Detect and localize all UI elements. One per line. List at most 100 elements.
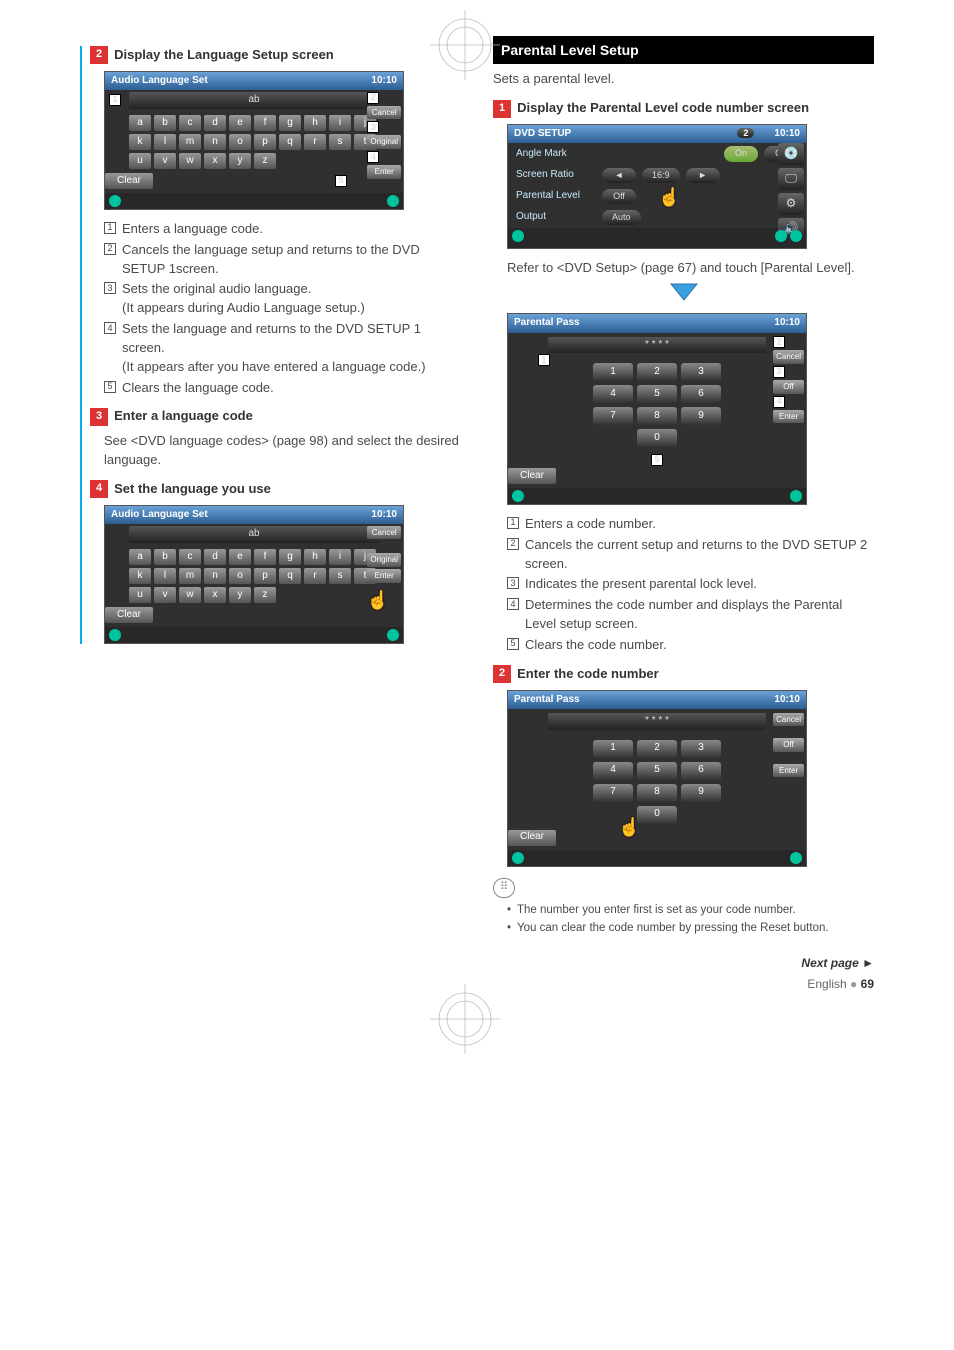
key-c[interactable]: c [179, 549, 201, 565]
side-icon-disc[interactable]: 💿 [778, 143, 804, 165]
clear-key[interactable]: Clear [105, 173, 153, 189]
keypad-8[interactable]: 8 [637, 407, 677, 425]
original-button[interactable]: Original [367, 135, 401, 149]
pass-enter-button-2[interactable]: Enter [773, 764, 804, 778]
key-q[interactable]: q [279, 568, 301, 584]
key-g[interactable]: g [279, 549, 301, 565]
cancel-button[interactable]: Cancel [367, 106, 401, 120]
pass-enter-button[interactable]: Enter [773, 410, 804, 424]
key-a[interactable]: a [129, 549, 151, 565]
key-r[interactable]: r [304, 134, 326, 150]
key-b[interactable]: b [154, 115, 176, 131]
keypad-6[interactable]: 6 [681, 385, 721, 403]
callout-list-2: 1Enters a code number. 2Cancels the curr… [493, 515, 874, 655]
key-g[interactable]: g [279, 115, 301, 131]
enter-button[interactable]: Enter [367, 165, 401, 179]
key-x[interactable]: x [204, 587, 226, 603]
cancel-button-2[interactable]: Cancel [367, 526, 401, 540]
pass-cancel-button[interactable]: Cancel [773, 350, 804, 364]
key-i[interactable]: i [329, 549, 351, 565]
keypad-1[interactable]: 1 [593, 363, 633, 381]
key-e[interactable]: e [229, 549, 251, 565]
note-1: The number you enter first is set as you… [507, 902, 874, 919]
keypad-8[interactable]: 8 [637, 784, 677, 802]
keypad-5[interactable]: 5 [637, 762, 677, 780]
clear-key-2[interactable]: Clear [105, 607, 153, 623]
key-z[interactable]: z [254, 153, 276, 169]
pass-clear-button-2[interactable]: Clear [508, 830, 556, 846]
key-d[interactable]: d [204, 549, 226, 565]
key-u[interactable]: u [129, 587, 151, 603]
enter-button-2[interactable]: Enter [367, 569, 401, 583]
key-o[interactable]: o [229, 134, 251, 150]
key-w[interactable]: w [179, 153, 201, 169]
list1-item4a: Sets the language and returns to the DVD… [122, 321, 421, 355]
keypad-3[interactable]: 3 [681, 363, 721, 381]
angle-on[interactable]: On [724, 146, 758, 161]
callout-1-marker: 1 [109, 94, 121, 106]
keypad-0[interactable]: 0 [637, 806, 677, 824]
key-l[interactable]: l [154, 568, 176, 584]
key-f[interactable]: f [254, 115, 276, 131]
keypad-4[interactable]: 4 [593, 385, 633, 403]
key-i[interactable]: i [329, 115, 351, 131]
key-b[interactable]: b [154, 549, 176, 565]
side-icon-screen[interactable]: 🖵 [778, 168, 804, 190]
key-p[interactable]: p [254, 134, 276, 150]
key-l[interactable]: l [154, 134, 176, 150]
pass-cancel-button-2[interactable]: Cancel [773, 713, 804, 727]
next-page-label: Next page [801, 956, 862, 970]
key-n[interactable]: n [204, 134, 226, 150]
key-m[interactable]: m [179, 568, 201, 584]
key-m[interactable]: m [179, 134, 201, 150]
key-q[interactable]: q [279, 134, 301, 150]
key-f[interactable]: f [254, 549, 276, 565]
keypad-9[interactable]: 9 [681, 407, 721, 425]
keypad-3[interactable]: 3 [681, 740, 721, 758]
key-y[interactable]: y [229, 587, 251, 603]
parental-pass-clock: 10:10 [774, 316, 800, 331]
screen-ratio-label: Screen Ratio [516, 168, 596, 183]
key-u[interactable]: u [129, 153, 151, 169]
output-value: Auto [602, 210, 641, 225]
key-p[interactable]: p [254, 568, 276, 584]
keypad-2[interactable]: 2 [637, 740, 677, 758]
key-y[interactable]: y [229, 153, 251, 169]
key-w[interactable]: w [179, 587, 201, 603]
key-z[interactable]: z [254, 587, 276, 603]
key-r[interactable]: r [304, 568, 326, 584]
key-n[interactable]: n [204, 568, 226, 584]
keypad-7[interactable]: 7 [593, 407, 633, 425]
key-x[interactable]: x [204, 153, 226, 169]
key-c[interactable]: c [179, 115, 201, 131]
callout-4b-marker: 4 [773, 396, 785, 408]
key-k[interactable]: k [129, 134, 151, 150]
side-icon-setup[interactable]: ⚙ [778, 193, 804, 215]
keypad-9[interactable]: 9 [681, 784, 721, 802]
parental-value[interactable]: Off [602, 189, 636, 204]
pass-clear-button[interactable]: Clear [508, 468, 556, 484]
ratio-next-button[interactable]: ► [686, 168, 720, 183]
key-o[interactable]: o [229, 568, 251, 584]
keypad-0[interactable]: 0 [637, 429, 677, 447]
key-s[interactable]: s [329, 568, 351, 584]
keypad-2[interactable]: 2 [637, 363, 677, 381]
key-v[interactable]: v [154, 153, 176, 169]
keypad-5[interactable]: 5 [637, 385, 677, 403]
keypad-4[interactable]: 4 [593, 762, 633, 780]
ratio-prev-button[interactable]: ◄ [602, 168, 636, 183]
keypad-7[interactable]: 7 [593, 784, 633, 802]
key-d[interactable]: d [204, 115, 226, 131]
key-h[interactable]: h [304, 549, 326, 565]
key-a[interactable]: a [129, 115, 151, 131]
keypad-1[interactable]: 1 [593, 740, 633, 758]
key-k[interactable]: k [129, 568, 151, 584]
key-v[interactable]: v [154, 587, 176, 603]
down-indicator-icon-3 [512, 230, 524, 242]
keypad-6[interactable]: 6 [681, 762, 721, 780]
original-button-2[interactable]: Original [367, 553, 401, 567]
dvd-setup-title: DVD SETUP [514, 127, 571, 142]
key-h[interactable]: h [304, 115, 326, 131]
key-e[interactable]: e [229, 115, 251, 131]
key-s[interactable]: s [329, 134, 351, 150]
